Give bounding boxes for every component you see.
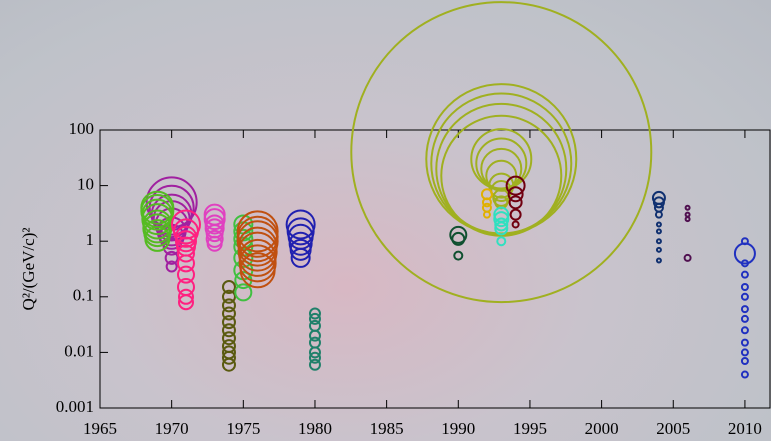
bubble bbox=[310, 321, 320, 331]
x-tick-label: 1970 bbox=[155, 419, 189, 438]
bubble bbox=[742, 349, 748, 355]
x-tick-label: 2005 bbox=[656, 419, 690, 438]
x-tick-label: 2000 bbox=[585, 419, 619, 438]
y-tick-label: 10 bbox=[77, 175, 94, 194]
bubble bbox=[483, 204, 491, 212]
y-tick-label: 0.01 bbox=[64, 341, 94, 360]
bubble bbox=[685, 255, 691, 261]
bubble bbox=[351, 2, 651, 302]
bubble bbox=[656, 212, 662, 218]
chart: Q²/(GeV/c)² 1965 1970 1975 1980 1985 1990 1995… bbox=[0, 0, 771, 441]
bubble bbox=[742, 316, 748, 322]
bubble bbox=[657, 229, 661, 233]
x-tick-label: 1990 bbox=[441, 419, 475, 438]
bubble bbox=[657, 239, 661, 243]
y-tick-label: 0.001 bbox=[56, 397, 94, 416]
bubble bbox=[657, 258, 661, 262]
bubble bbox=[686, 206, 690, 210]
x-tick-label: 2010 bbox=[728, 419, 762, 438]
x-tick-label: 1965 bbox=[83, 419, 117, 438]
bubble bbox=[742, 284, 748, 290]
bubble bbox=[497, 237, 505, 245]
x-tick-label: 1980 bbox=[298, 419, 332, 438]
x-tick-label: 1995 bbox=[513, 419, 547, 438]
bubble bbox=[686, 213, 690, 217]
bubble bbox=[742, 340, 748, 346]
bubble bbox=[657, 248, 661, 252]
y-axis-label: Q²/(GeV/c)² bbox=[19, 228, 38, 311]
bubble bbox=[235, 284, 251, 300]
bubble bbox=[657, 222, 661, 226]
bubble bbox=[484, 212, 490, 218]
bubble bbox=[742, 358, 748, 364]
bubble bbox=[511, 210, 521, 220]
bubble bbox=[310, 360, 320, 370]
bubble bbox=[742, 372, 748, 378]
x-tick-label: 1975 bbox=[226, 419, 260, 438]
x-tick-label: 1985 bbox=[370, 419, 404, 438]
bubble bbox=[686, 217, 690, 221]
bubble bbox=[486, 161, 516, 191]
bubble bbox=[454, 252, 462, 260]
y-tick-label: 0.1 bbox=[73, 286, 94, 305]
y-tick-label: 1 bbox=[86, 230, 95, 249]
bubble bbox=[742, 327, 748, 333]
bubble bbox=[742, 294, 748, 300]
bubble bbox=[742, 272, 748, 278]
bubble bbox=[513, 221, 519, 227]
plot-frame bbox=[100, 130, 770, 408]
y-tick-label: 100 bbox=[69, 119, 95, 138]
bubble bbox=[208, 237, 222, 251]
bubble bbox=[510, 196, 522, 208]
bubble bbox=[742, 306, 748, 312]
bubble bbox=[310, 338, 320, 348]
